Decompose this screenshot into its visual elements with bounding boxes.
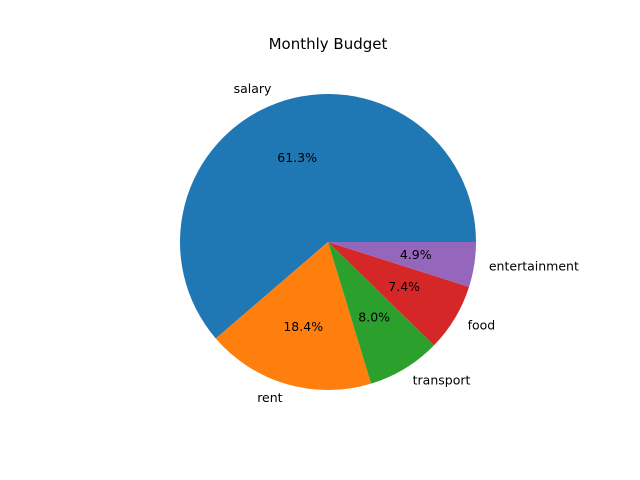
chart-title: Monthly Budget <box>269 35 388 53</box>
pie-slice-entertainment <box>328 242 476 287</box>
slice-percent-transport: 8.0% <box>358 309 390 324</box>
slice-label-transport: transport <box>413 373 471 388</box>
pie-labels: salary 61.3% rent 18.4% transport 8.0% food 7.4… <box>234 81 579 405</box>
slice-percent-entertainment: 4.9% <box>400 247 432 262</box>
slice-label-salary: salary <box>234 81 272 96</box>
slice-percent-salary: 61.3% <box>277 150 317 165</box>
pie-slice-salary <box>180 94 477 339</box>
slice-label-rent: rent <box>257 390 282 405</box>
pie-slice-food <box>328 242 470 346</box>
slice-percent-rent: 18.4% <box>283 319 323 334</box>
pie-slices <box>180 94 477 390</box>
slice-label-entertainment: entertainment <box>489 258 579 273</box>
pie-slice-rent <box>215 242 372 390</box>
slice-percent-food: 7.4% <box>388 279 420 294</box>
pie-slice-transport <box>328 242 434 384</box>
slice-label-food: food <box>468 317 496 332</box>
